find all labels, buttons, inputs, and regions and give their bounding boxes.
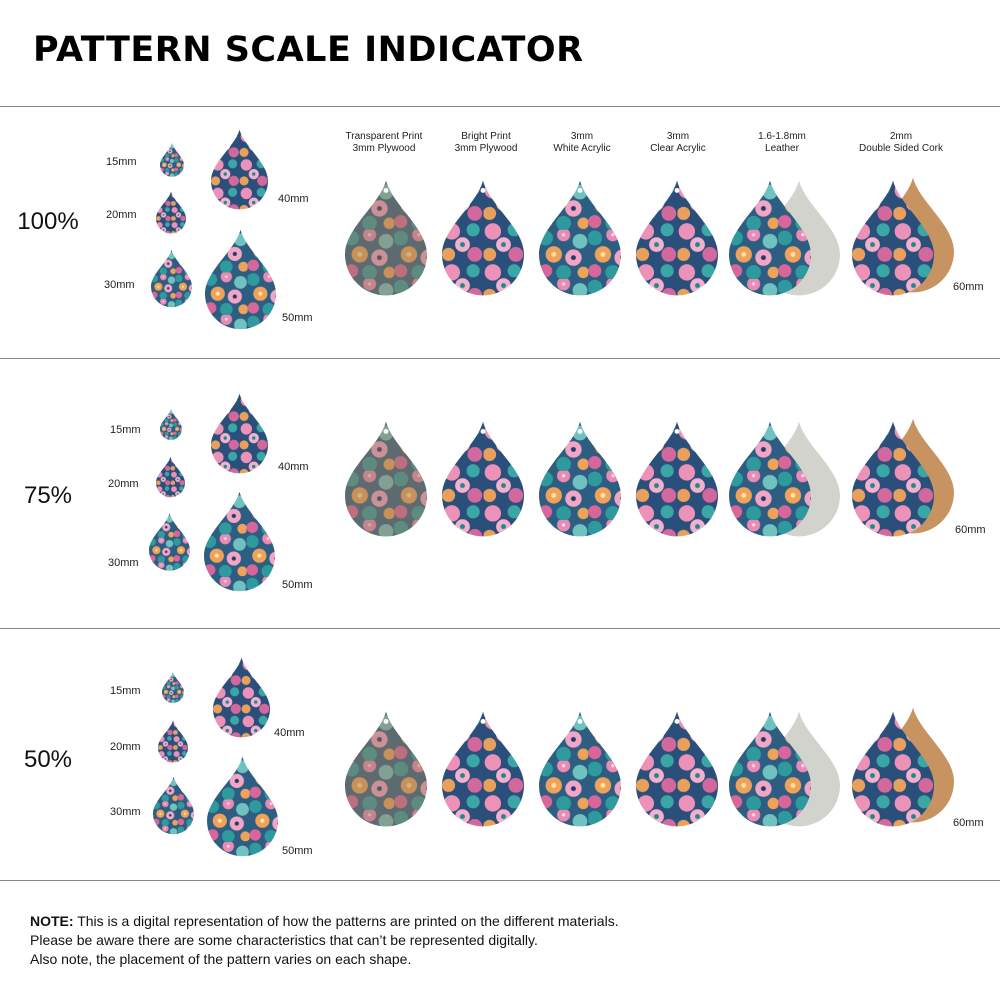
size-label-40mm: 40mm — [278, 193, 309, 205]
note-label: NOTE: — [30, 913, 74, 929]
material-header-transparent-plywood: Transparent Print 3mm Plywood — [329, 131, 439, 155]
teardrop-bright-plywood — [442, 180, 524, 296]
note-line-1: NOTE: This is a digital representation o… — [30, 912, 970, 931]
size-label-60mm: 60mm — [955, 524, 986, 536]
teardrop-white-acrylic — [539, 421, 621, 537]
teardrop-30mm — [153, 776, 194, 835]
scale-label-100: 100% — [17, 208, 79, 235]
note-text-1: This is a digital representation of how … — [73, 913, 619, 929]
scale-label-75: 75% — [23, 482, 73, 509]
teardrop-cork — [852, 180, 934, 296]
size-label-50mm: 50mm — [282, 579, 313, 591]
size-label-60mm: 60mm — [953, 817, 984, 829]
teardrop-leather — [729, 421, 811, 537]
teardrop-50mm — [205, 229, 276, 330]
material-line2: Leather — [765, 143, 799, 154]
divider-2 — [0, 628, 1000, 629]
material-header-white-acrylic: 3mm White Acrylic — [527, 131, 637, 155]
size-label-30mm: 30mm — [110, 806, 141, 818]
teardrop-15mm — [162, 672, 184, 703]
teardrop-30mm — [151, 249, 192, 308]
size-label-40mm: 40mm — [278, 461, 309, 473]
page-title: PATTERN SCALE INDICATOR — [33, 30, 584, 70]
material-line1: 2mm — [889, 131, 913, 142]
material-line1: 1.6-1.8mm — [758, 131, 806, 142]
teardrop-40mm — [211, 393, 268, 474]
teardrop-clear-acrylic — [636, 421, 718, 537]
teardrop-white-acrylic — [539, 711, 621, 827]
teardrop-20mm — [156, 191, 186, 234]
teardrop-20mm — [158, 720, 188, 763]
material-header-leather: 1.6-1.8mm Leather — [727, 131, 837, 155]
note-line-3: Also note, the placement of the pattern … — [30, 951, 412, 967]
teardrop-transparent-plywood — [345, 711, 427, 827]
material-line1: Bright Print — [461, 131, 511, 142]
material-header-cork: 2mm Double Sided Cork — [846, 131, 956, 155]
size-label-50mm: 50mm — [282, 845, 313, 857]
material-header-clear-acrylic: 3mm Clear Acrylic — [623, 131, 733, 155]
size-label-30mm: 30mm — [104, 279, 135, 291]
material-line1: 3mm — [570, 131, 594, 142]
teardrop-cork — [852, 711, 934, 827]
size-label-15mm: 15mm — [110, 685, 141, 697]
size-label-60mm: 60mm — [953, 281, 984, 293]
size-label-20mm: 20mm — [108, 478, 139, 490]
material-line2: Double Sided Cork — [859, 143, 943, 154]
size-label-15mm: 15mm — [110, 424, 141, 436]
teardrop-40mm — [211, 129, 268, 210]
size-label-50mm: 50mm — [282, 312, 313, 324]
material-line2: 3mm Plywood — [352, 143, 416, 154]
teardrop-white-acrylic — [539, 180, 621, 296]
teardrop-15mm — [160, 409, 182, 440]
teardrop-15mm — [160, 143, 184, 177]
note-line-2: Please be aware there are some character… — [30, 932, 538, 948]
size-label-20mm: 20mm — [106, 209, 137, 221]
size-label-20mm: 20mm — [110, 741, 141, 753]
material-line2: 3mm Plywood — [454, 143, 518, 154]
teardrop-40mm — [213, 657, 270, 738]
scale-label-50: 50% — [23, 746, 73, 773]
size-label-40mm: 40mm — [274, 727, 305, 739]
note-block: NOTE: This is a digital representation o… — [30, 912, 970, 969]
teardrop-50mm — [204, 491, 275, 592]
teardrop-cork — [852, 421, 934, 537]
teardrop-bright-plywood — [442, 421, 524, 537]
teardrop-clear-acrylic — [636, 180, 718, 296]
teardrop-leather — [729, 711, 811, 827]
material-line1: 3mm — [666, 131, 690, 142]
teardrop-20mm — [156, 456, 185, 498]
teardrop-30mm — [149, 513, 190, 571]
teardrop-clear-acrylic — [636, 711, 718, 827]
divider-bottom — [0, 880, 1000, 881]
teardrop-transparent-plywood — [345, 180, 427, 296]
material-line2: Clear Acrylic — [650, 143, 706, 154]
divider-1 — [0, 358, 1000, 359]
teardrop-bright-plywood — [442, 711, 524, 827]
size-label-30mm: 30mm — [108, 557, 139, 569]
size-label-15mm: 15mm — [106, 156, 137, 168]
material-header-bright-plywood: Bright Print 3mm Plywood — [431, 131, 541, 155]
teardrop-50mm — [207, 756, 278, 857]
teardrop-transparent-plywood — [345, 421, 427, 537]
material-line2: White Acrylic — [553, 143, 611, 154]
material-line1: Transparent Print — [345, 131, 423, 142]
divider-top — [0, 106, 1000, 107]
teardrop-leather — [729, 180, 811, 296]
